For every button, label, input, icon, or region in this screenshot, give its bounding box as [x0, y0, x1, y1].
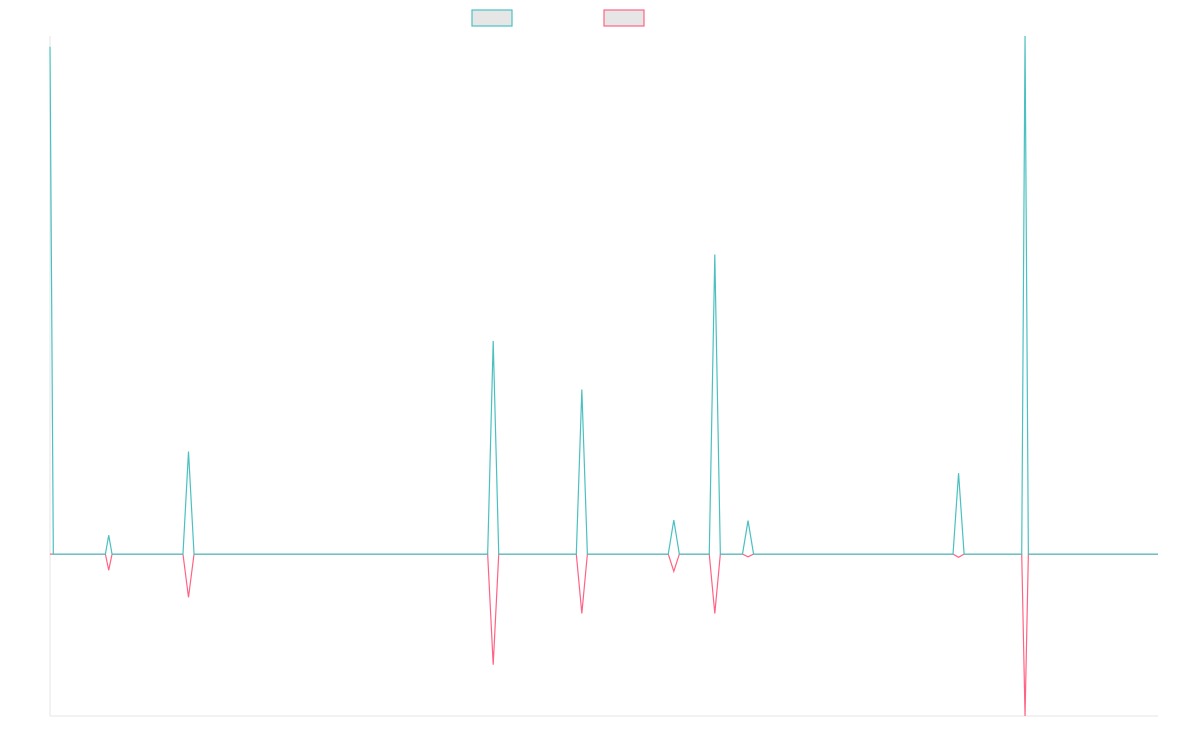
legend-swatch-series-2	[603, 9, 645, 27]
legend-swatch-series-1	[471, 9, 513, 27]
series-line-1	[49, 35, 1158, 555]
series-line-2	[50, 553, 1158, 717]
plot-area	[49, 35, 1158, 717]
legend-entry-series-2[interactable]	[603, 9, 645, 27]
legend	[471, 9, 645, 27]
legend-entry-series-1[interactable]	[471, 9, 513, 27]
